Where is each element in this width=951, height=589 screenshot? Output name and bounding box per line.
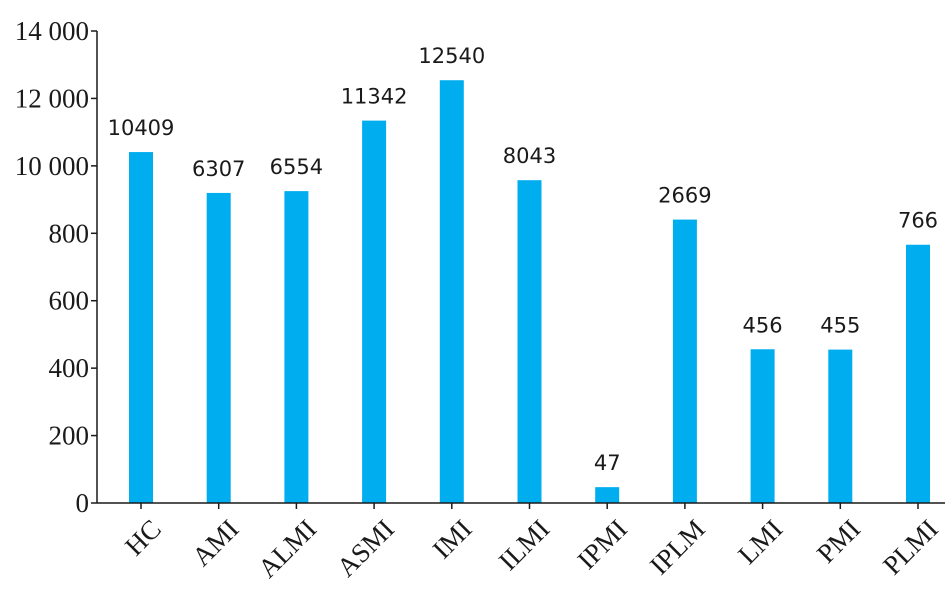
data-label-almi: 6554 xyxy=(270,155,323,179)
data-label-plmi: 766 xyxy=(898,209,938,233)
x-tick-label-asmi: ASMI xyxy=(331,514,400,583)
y-tick-label: 800 xyxy=(49,218,90,248)
bar-hc xyxy=(129,152,153,503)
data-label-lmi: 456 xyxy=(743,313,783,337)
bar-iplm xyxy=(672,219,697,503)
x-axis: HC AMI ALMI ASMI IMI ILMI IPMI IPLM LMI PMI PLMI xyxy=(97,502,945,584)
bar-almi xyxy=(284,191,309,504)
y-tick-label: 0 xyxy=(76,488,90,518)
bar-ipmi xyxy=(595,487,620,503)
y-axis: 0 200 400 600 800 10 000 12 000 14 000 xyxy=(15,16,98,518)
x-tick-label-imi: IMI xyxy=(427,514,478,565)
bar-ilmi xyxy=(517,180,542,503)
data-label-hc: 10409 xyxy=(108,116,175,140)
x-tick-label-ipmi: IPMI xyxy=(571,514,633,576)
bar-lmi xyxy=(750,349,775,503)
x-tick-label-hc: HC xyxy=(119,514,167,562)
x-tick-label-plmi: PLMI xyxy=(877,514,944,581)
bar-ami xyxy=(206,192,231,504)
x-tick-label-almi: ALMI xyxy=(252,514,322,584)
data-label-iplm: 2669 xyxy=(658,184,711,208)
data-label-pmi: 455 xyxy=(820,314,860,338)
bar-asmi xyxy=(362,120,387,503)
data-label-imi: 12540 xyxy=(418,44,485,68)
bars xyxy=(129,80,930,504)
y-tick-label: 400 xyxy=(49,353,90,383)
bar-pmi xyxy=(828,349,853,503)
data-labels: 10409 6307 6554 11342 12540 8043 47 2669 456 455 7… xyxy=(108,44,938,475)
data-label-ami: 6307 xyxy=(192,157,245,181)
y-tick-label: 600 xyxy=(49,286,90,316)
x-tick-label-ilmi: ILMI xyxy=(493,514,556,577)
x-tick-label-ami: AMI xyxy=(186,514,244,572)
bar-plmi xyxy=(906,244,930,503)
data-label-ilmi: 8043 xyxy=(503,144,556,168)
x-tick-label-iplm: IPLM xyxy=(644,514,711,581)
data-label-ipmi: 47 xyxy=(594,451,621,475)
y-tick-label: 200 xyxy=(49,421,90,451)
data-label-asmi: 11342 xyxy=(341,85,408,109)
x-tick-label-lmi: LMI xyxy=(732,514,788,570)
y-tick-label: 12 000 xyxy=(15,83,89,113)
x-tick-label-pmi: PMI xyxy=(811,514,866,569)
bar-imi xyxy=(439,80,464,504)
y-tick-label: 14 000 xyxy=(15,16,89,46)
y-tick-label: 10 000 xyxy=(15,151,89,181)
